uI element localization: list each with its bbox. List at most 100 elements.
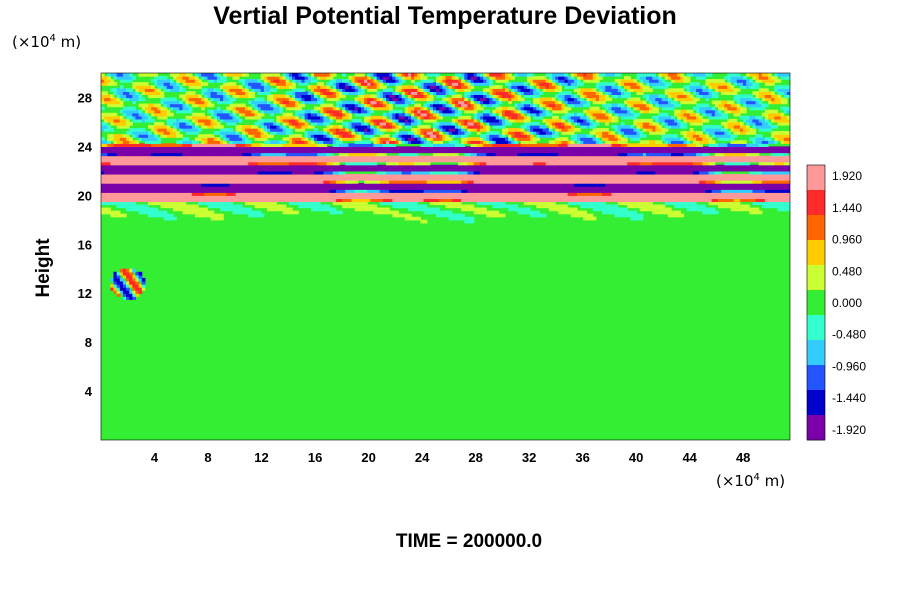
heatmap-cell (489, 210, 494, 215)
heatmap-cell (696, 161, 700, 166)
heatmap-cell (461, 161, 465, 166)
heatmap-cell (561, 140, 566, 144)
heatmap-cell (426, 180, 431, 184)
heatmap-cell (730, 176, 735, 181)
heatmap-cell (151, 164, 155, 169)
heatmap-cell (642, 161, 647, 166)
heatmap-cell (724, 189, 728, 193)
heatmap-cell (508, 170, 512, 175)
heatmap-cell (235, 186, 240, 190)
heatmap-cell (176, 192, 180, 196)
heatmap-cell (113, 155, 118, 160)
heatmap-cell (739, 167, 744, 172)
heatmap-cell (589, 164, 594, 169)
heatmap-cell (414, 192, 418, 196)
heatmap-cell (511, 161, 515, 166)
heatmap-cell (332, 143, 337, 147)
heatmap-cell (533, 152, 537, 157)
heatmap-cell (505, 140, 509, 144)
heatmap-cell (354, 146, 359, 151)
heatmap-cell (241, 152, 246, 157)
heatmap-cell (154, 149, 158, 154)
heatmap-cell (104, 152, 108, 157)
heatmap-cell (320, 155, 324, 160)
heatmap-cell (721, 198, 725, 203)
heatmap-cell (304, 140, 309, 144)
heatmap-cell (517, 195, 522, 199)
heatmap-cell (101, 201, 105, 206)
heatmap-cell (476, 210, 481, 215)
heatmap-cell (551, 173, 556, 178)
heatmap-cell (101, 161, 105, 166)
heatmap-cell (166, 198, 171, 203)
heatmap-cell (533, 176, 537, 181)
heatmap-cell (129, 140, 133, 144)
heatmap-cell (307, 204, 312, 209)
heatmap-cell (279, 180, 284, 184)
heatmap-cell (323, 143, 328, 147)
heatmap-cell (567, 143, 572, 147)
heatmap-cell (122, 274, 127, 279)
heatmap-cell (207, 155, 212, 160)
heatmap-cell (605, 204, 609, 209)
heatmap-cell (351, 183, 356, 187)
heatmap-cell (157, 195, 162, 199)
heatmap-cell (617, 186, 622, 190)
heatmap-cell (423, 167, 428, 172)
heatmap-cell (107, 170, 111, 175)
heatmap-cell (213, 216, 218, 221)
heatmap-cell (555, 173, 559, 178)
heatmap-cell (595, 180, 600, 184)
heatmap-cell (692, 173, 697, 178)
heatmap-cell (432, 140, 437, 144)
heatmap-cell (238, 189, 243, 193)
heatmap-cell (204, 180, 209, 184)
heatmap-cell (132, 195, 137, 199)
heatmap-cell (458, 213, 462, 218)
heatmap-cell (282, 149, 287, 154)
heatmap-cell (573, 155, 578, 160)
heatmap-cell (326, 170, 331, 175)
heatmap-cell (317, 201, 321, 206)
heatmap-cell (392, 180, 396, 184)
heatmap-cell (401, 173, 406, 178)
heatmap-cell (313, 152, 318, 157)
heatmap-cell (749, 167, 754, 172)
heatmap-cell (708, 183, 713, 187)
heatmap-cell (561, 192, 566, 196)
heatmap-cell (620, 201, 625, 206)
heatmap-cell (157, 158, 162, 163)
heatmap-cell (395, 164, 400, 169)
heatmap-cell (270, 207, 274, 212)
heatmap-cell (335, 167, 340, 172)
heatmap-cell (780, 198, 785, 203)
heatmap-cell (508, 140, 512, 144)
heatmap-cell (238, 195, 243, 199)
heatmap-cell (185, 207, 190, 212)
heatmap-cell (611, 180, 616, 184)
heatmap-cell (335, 140, 340, 144)
heatmap-cell (191, 195, 196, 199)
heatmap-cell (407, 201, 412, 206)
heatmap-cell (411, 167, 415, 172)
heatmap-cell (376, 152, 381, 157)
heatmap-cell (298, 170, 303, 175)
heatmap-cell (432, 158, 437, 163)
heatmap-cell (564, 183, 569, 187)
heatmap-cell (649, 152, 653, 157)
heatmap-cell (570, 183, 575, 187)
heatmap-cell (213, 183, 218, 187)
heatmap-cell (636, 186, 641, 190)
heatmap-cell (664, 198, 669, 203)
heatmap-cell (771, 204, 775, 209)
heatmap-cell (364, 180, 368, 184)
heatmap-cell (282, 176, 287, 181)
heatmap-cell (420, 189, 425, 193)
heatmap-cell (138, 164, 143, 169)
heatmap-cell (223, 155, 227, 160)
heatmap-cell (558, 152, 562, 157)
heatmap-cell (182, 164, 187, 169)
heatmap-cell (448, 170, 453, 175)
heatmap-cell (420, 192, 425, 196)
heatmap-cell (564, 186, 569, 190)
